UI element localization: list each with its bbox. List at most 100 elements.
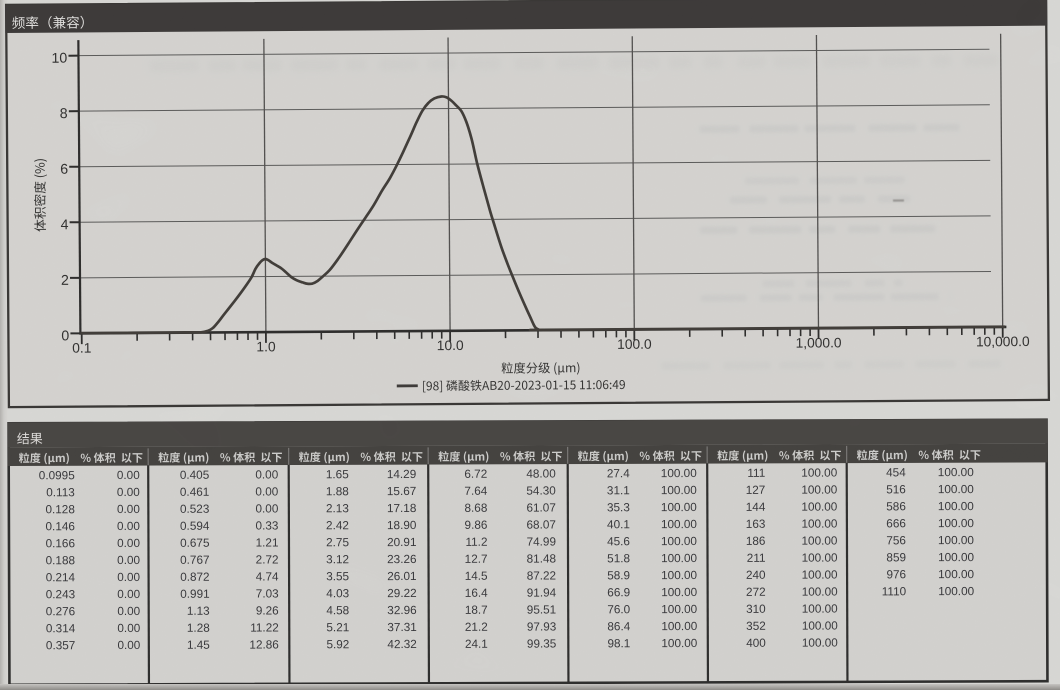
svg-text:400: 400 [746, 637, 766, 650]
svg-text:91.94: 91.94 [527, 587, 557, 600]
svg-text:2.75: 2.75 [326, 536, 349, 549]
svg-text:0.523: 0.523 [180, 503, 210, 516]
svg-text:100.00: 100.00 [938, 585, 974, 598]
svg-text:100.00: 100.00 [802, 603, 838, 616]
svg-text:99.35: 99.35 [527, 638, 557, 651]
svg-text:0.146: 0.146 [45, 520, 75, 533]
svg-text:0.00: 0.00 [117, 537, 140, 550]
svg-text:51.8: 51.8 [607, 552, 630, 565]
svg-text:0.33: 0.33 [256, 519, 279, 532]
svg-text:0.675: 0.675 [180, 537, 210, 550]
svg-text:2.42: 2.42 [326, 519, 349, 532]
svg-text:2.72: 2.72 [256, 553, 279, 566]
svg-text:3.12: 3.12 [326, 553, 349, 566]
svg-text:20.91: 20.91 [387, 536, 416, 549]
svg-text:95.51: 95.51 [527, 604, 556, 617]
svg-text:81.48: 81.48 [527, 553, 557, 566]
svg-text:76.0: 76.0 [607, 603, 630, 616]
svg-text:7.64: 7.64 [464, 485, 487, 498]
svg-text:0.00: 0.00 [255, 485, 278, 498]
svg-text:11.22: 11.22 [250, 621, 279, 634]
svg-text:0.276: 0.276 [46, 605, 76, 618]
svg-text:100.00: 100.00 [801, 467, 837, 480]
svg-text:666: 666 [886, 517, 906, 530]
svg-text:2: 2 [61, 273, 69, 289]
svg-text:0.872: 0.872 [180, 571, 209, 584]
svg-text:0.00: 0.00 [117, 469, 140, 482]
svg-text:35.3: 35.3 [607, 501, 630, 514]
svg-text:859: 859 [886, 551, 906, 564]
svg-text:12.7: 12.7 [465, 553, 488, 566]
svg-text:0.00: 0.00 [255, 468, 278, 481]
svg-text:0.314: 0.314 [46, 622, 76, 635]
svg-text:66.9: 66.9 [607, 586, 630, 599]
svg-text:0.594: 0.594 [180, 520, 210, 533]
svg-text:27.4: 27.4 [607, 467, 630, 480]
svg-text:0.00: 0.00 [255, 502, 278, 515]
svg-text:9.26: 9.26 [256, 604, 279, 617]
svg-text:0.00: 0.00 [117, 622, 140, 635]
svg-text:8.68: 8.68 [464, 502, 487, 515]
svg-text:6.72: 6.72 [464, 468, 487, 481]
svg-text:100.00: 100.00 [661, 569, 697, 582]
svg-text:100.00: 100.00 [661, 501, 697, 514]
svg-text:1.0: 1.0 [256, 339, 276, 354]
svg-text:100.00: 100.00 [661, 467, 697, 480]
svg-text:8: 8 [60, 106, 68, 122]
svg-text:21.2: 21.2 [465, 621, 488, 634]
svg-text:0.0995: 0.0995 [39, 469, 75, 482]
svg-text:9.86: 9.86 [465, 519, 488, 532]
svg-text:100.00: 100.00 [938, 517, 974, 530]
svg-text:0.243: 0.243 [46, 588, 76, 601]
svg-text:15.67: 15.67 [387, 485, 416, 498]
svg-text:976: 976 [886, 568, 906, 581]
svg-text:24.1: 24.1 [465, 638, 488, 651]
svg-text:1.65: 1.65 [326, 468, 349, 481]
svg-text:186: 186 [746, 535, 766, 548]
svg-text:2.13: 2.13 [326, 502, 349, 515]
svg-text:163: 163 [746, 518, 766, 531]
svg-text:4: 4 [60, 217, 68, 233]
svg-text:100.0: 100.0 [617, 337, 652, 352]
svg-text:5.92: 5.92 [326, 638, 349, 651]
svg-text:4.74: 4.74 [256, 570, 279, 583]
svg-text:111: 111 [747, 467, 765, 480]
svg-text:100.00: 100.00 [802, 586, 838, 599]
svg-text:87.22: 87.22 [527, 570, 556, 583]
svg-text:32.96: 32.96 [387, 604, 417, 617]
svg-text:16.4: 16.4 [465, 587, 488, 600]
svg-text:18.7: 18.7 [465, 604, 488, 617]
svg-text:586: 586 [886, 500, 906, 513]
svg-text:100.00: 100.00 [802, 620, 838, 633]
svg-text:0.00: 0.00 [117, 554, 140, 567]
svg-text:100.00: 100.00 [938, 551, 974, 564]
svg-text:1.88: 1.88 [326, 485, 349, 498]
svg-text:61.07: 61.07 [526, 502, 555, 515]
svg-text:0.00: 0.00 [117, 486, 140, 499]
svg-text:68.07: 68.07 [526, 519, 555, 532]
svg-text:240: 240 [746, 569, 766, 582]
svg-text:1110: 1110 [882, 585, 907, 598]
svg-text:11.2: 11.2 [465, 536, 487, 549]
svg-text:100.00: 100.00 [661, 552, 697, 565]
svg-text:4.03: 4.03 [326, 587, 349, 600]
svg-text:6: 6 [60, 162, 68, 178]
svg-text:4.58: 4.58 [326, 604, 349, 617]
svg-text:0.1: 0.1 [72, 341, 91, 356]
svg-text:100.00: 100.00 [661, 586, 697, 599]
svg-text:23.26: 23.26 [387, 553, 417, 566]
svg-text:18.90: 18.90 [387, 519, 417, 532]
svg-text:100.00: 100.00 [801, 518, 837, 531]
svg-text:1.21: 1.21 [256, 536, 279, 549]
svg-text:100.00: 100.00 [938, 466, 974, 479]
svg-text:100.00: 100.00 [801, 501, 837, 514]
svg-text:26.01: 26.01 [387, 570, 416, 583]
svg-text:1.28: 1.28 [187, 622, 210, 635]
svg-text:454: 454 [886, 466, 906, 479]
svg-text:310: 310 [746, 603, 766, 616]
svg-text:0.00: 0.00 [117, 588, 140, 601]
svg-text:1,000.0: 1,000.0 [796, 335, 842, 350]
svg-text:10: 10 [51, 51, 67, 67]
svg-text:0.214: 0.214 [46, 571, 76, 584]
svg-text:100.00: 100.00 [802, 637, 838, 650]
